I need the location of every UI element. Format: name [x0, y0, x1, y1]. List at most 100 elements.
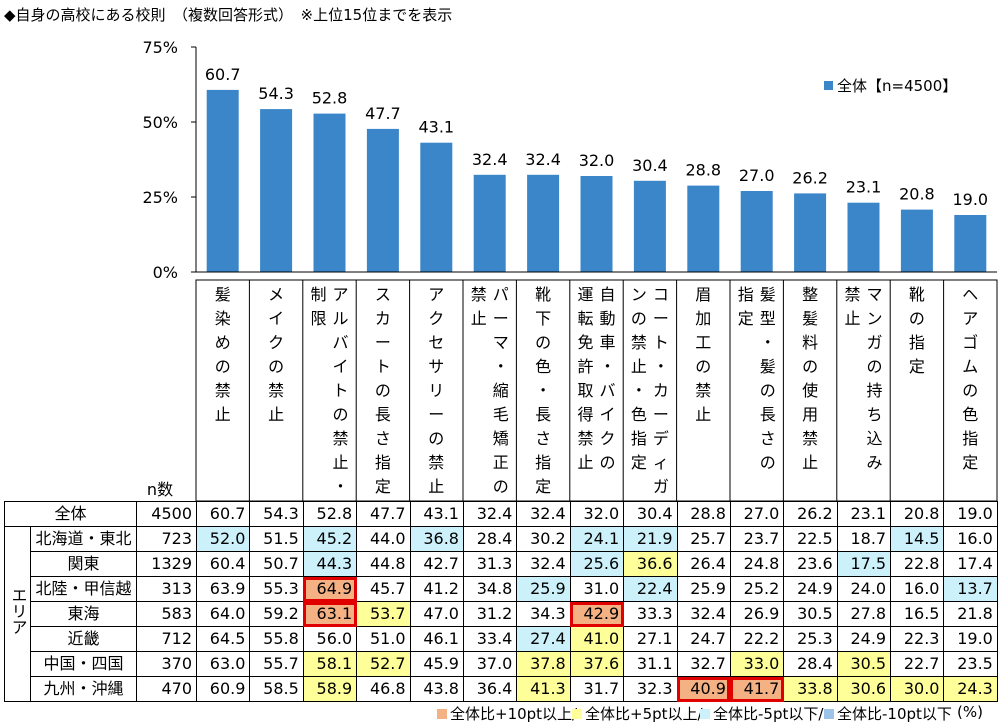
value-cell: 24.3	[943, 676, 998, 702]
category-label-char: 車	[599, 333, 615, 352]
category-label-char: 止	[631, 357, 647, 376]
y-tick-label: 50%	[142, 113, 178, 132]
category-label-char: ア	[428, 285, 444, 304]
category-label-char: イ	[599, 405, 615, 424]
category-label-char: 染	[215, 309, 231, 328]
footnote-item: 全体比+10pt以上/	[437, 703, 577, 724]
value-cell: 24.7	[676, 626, 731, 652]
bar	[580, 176, 613, 272]
value-cell: 60.4	[195, 551, 251, 577]
category-label-char: 靴	[535, 285, 551, 304]
value-cell: 28.4	[462, 526, 518, 552]
category-label-char: ゴ	[962, 333, 978, 352]
bar	[794, 193, 827, 272]
value-cell: 33.8	[783, 676, 838, 702]
category-label-char: 定	[962, 453, 978, 472]
bar	[473, 174, 506, 272]
value-cell: 42.9	[569, 601, 625, 627]
value-cell: 47.0	[409, 601, 464, 627]
category-label-char: ー	[428, 405, 444, 424]
footnote-swatch	[437, 709, 447, 719]
value-cell: 55.7	[249, 651, 304, 677]
value-cell: 24.9	[783, 576, 838, 602]
value-cell: 32.7	[676, 651, 731, 677]
category-label-char: 長	[535, 405, 551, 424]
value-cell: 22.5	[783, 526, 838, 552]
value-cell: 22.8	[890, 551, 945, 577]
category-label-char: ・	[332, 477, 348, 496]
category-label-char: バ	[599, 381, 615, 400]
category-label-char: マ	[493, 333, 509, 352]
y-tick-label: 0%	[153, 263, 178, 282]
footnote-item: 全体比-10pt以下	[824, 703, 952, 724]
category-label-char: さ	[375, 429, 391, 448]
value-cell: 25.7	[676, 526, 731, 552]
value-cell: 24.9	[836, 626, 892, 652]
table-row: 東海 583 64.0 59.2 63.1 53.7 47.0 31.2 34.3 42.9 33.…	[5, 601, 998, 627]
value-cell: 25.2	[729, 576, 785, 602]
value-cell: 37.6	[569, 651, 625, 677]
category-label-char: 用	[802, 405, 818, 424]
category-label-char: ル	[332, 309, 348, 328]
value-cell: 36.6	[623, 551, 678, 577]
category-label-char: 禁	[695, 381, 711, 400]
category-label-char: ト	[375, 357, 391, 376]
value-cell: 22.3	[890, 626, 945, 652]
value-cell: 64.9	[302, 576, 358, 602]
row-label: 北海道・東北	[30, 526, 137, 552]
category-label-char: の	[631, 309, 647, 328]
footnote-label: 全体比+10pt以上/	[450, 705, 578, 723]
bar	[260, 109, 293, 272]
bar	[206, 89, 239, 273]
category-label-char: 禁	[215, 381, 231, 400]
footnote-item: 全体比+5pt以上/	[572, 703, 703, 724]
value-cell: 21.9	[623, 526, 678, 552]
category-label-char: 矯	[493, 429, 509, 448]
category-label-char: ち	[866, 405, 882, 424]
value-cell: 60.7	[195, 501, 251, 527]
value-cell: 63.1	[302, 601, 358, 627]
category-label-char: 指	[631, 429, 647, 448]
category-label-char: ア	[962, 309, 978, 328]
category-label-char: カ	[375, 309, 391, 328]
category-label-char: マ	[866, 285, 882, 304]
value-cell: 16.0	[890, 576, 945, 602]
value-cell: 60.9	[195, 676, 251, 702]
category-label-char: 限	[310, 309, 326, 328]
value-cell: 23.6	[783, 551, 838, 577]
table-row: 九州・沖縄 470 60.9 58.5 58.9 46.8 43.8 36.4 41.3 31.7…	[5, 676, 998, 702]
category-label-char: 止	[428, 477, 444, 496]
n-cell: 1329	[136, 551, 197, 577]
value-cell: 27.1	[623, 626, 678, 652]
category-label-char: ト	[653, 333, 669, 352]
category-label-char: 工	[695, 333, 711, 352]
category-label-char: 髪	[215, 285, 231, 304]
category-label-char: 禁	[268, 381, 284, 400]
value-cell: 25.9	[676, 576, 731, 602]
category-label-char: 指	[962, 429, 978, 448]
category-label-char: 指	[909, 333, 925, 352]
value-cell: 19.0	[943, 501, 998, 527]
category-label-char: 禁	[577, 429, 593, 448]
value-cell: 32.4	[516, 501, 571, 527]
value-cell: 63.9	[195, 576, 251, 602]
category-label-char: 禁	[471, 285, 487, 304]
value-cell: 33.0	[729, 651, 785, 677]
n-cell: 470	[136, 676, 197, 702]
value-cell: 41.7	[729, 676, 785, 702]
category-label-char: 自	[599, 285, 615, 304]
category-label-char: 転	[577, 309, 593, 328]
value-cell: 58.1	[302, 651, 358, 677]
value-cell: 22.2	[729, 626, 785, 652]
category-label-char: 禁	[631, 333, 647, 352]
category-label-char: の	[215, 357, 231, 376]
category-label-char: 加	[695, 309, 711, 328]
value-cell: 32.4	[462, 501, 518, 527]
category-label-char: 止	[215, 405, 231, 424]
n-cell: 313	[136, 576, 197, 602]
legend-label: 全体【n=4500】	[837, 77, 958, 95]
category-label-char: の	[428, 429, 444, 448]
category-label-char: 止	[332, 453, 348, 472]
bar	[633, 180, 666, 272]
value-cell: 30.5	[836, 651, 892, 677]
